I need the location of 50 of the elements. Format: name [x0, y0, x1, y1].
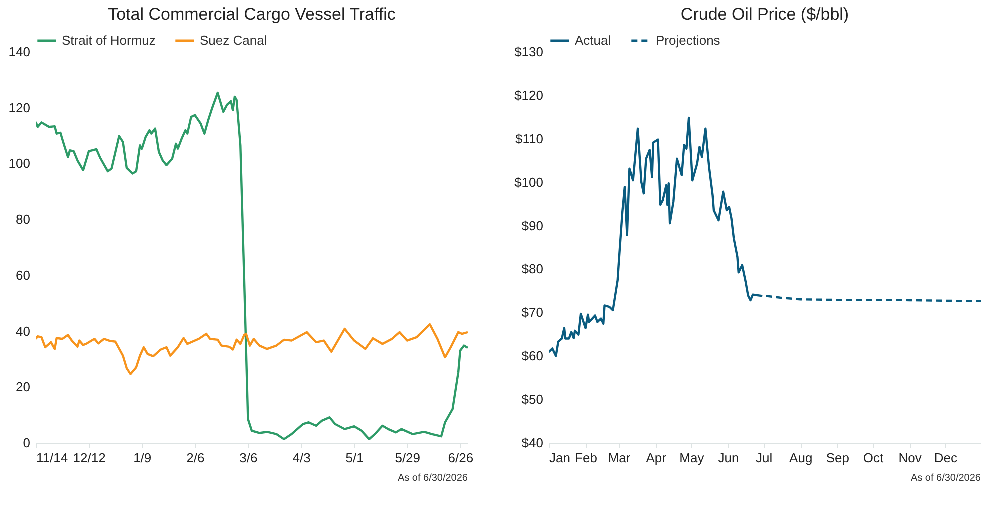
- x-tick-label: 6/26: [448, 450, 474, 466]
- x-tick-label: Mar: [608, 450, 632, 466]
- x-tick-label: Dec: [934, 450, 958, 466]
- y-tick-label: $130: [514, 44, 544, 60]
- line-series: [36, 92, 468, 440]
- chart-title: Crude Oil Price ($/bbl): [680, 5, 850, 24]
- line-series: [549, 116, 764, 358]
- x-tick-label: Sep: [826, 450, 850, 466]
- x-tick-label: 4/3: [292, 450, 311, 466]
- y-tick-label: $100: [514, 174, 544, 190]
- y-tick-label: 60: [16, 268, 30, 283]
- x-tick-label: 1/9: [134, 450, 152, 466]
- x-tick-label: Apr: [646, 450, 668, 466]
- legend-label: Projections: [656, 33, 721, 48]
- y-tick-label: 80: [16, 212, 30, 228]
- x-tick-label: Aug: [790, 450, 813, 466]
- text: As of 6/30/2026: [398, 473, 468, 484]
- y-tick-label: $60: [522, 348, 544, 364]
- x-tick-label: 5/29: [395, 450, 421, 466]
- y-tick-label: $110: [516, 131, 544, 146]
- y-tick-label: $80: [522, 262, 544, 277]
- x-tick-label: Jan: [550, 450, 570, 466]
- y-tick-label: 40: [16, 324, 30, 339]
- x-tick-label: Oct: [863, 450, 884, 466]
- y-tick-label: 100: [8, 156, 30, 172]
- x-tick-label: 12/12: [73, 450, 106, 466]
- y-tick-label: 120: [8, 100, 30, 116]
- chart-title: Total Commercial Cargo Vessel Traffic: [108, 5, 396, 24]
- legend-label: Strait of Hormuz: [62, 33, 156, 48]
- x-tick-label: 3/6: [240, 450, 258, 466]
- x-tick-label: Jun: [718, 450, 740, 466]
- x-tick-label: May: [680, 450, 705, 466]
- y-tick-label: $50: [522, 392, 544, 408]
- y-tick-label: 140: [8, 44, 30, 60]
- x-tick-label: 2/6: [186, 450, 205, 466]
- x-tick-label: Feb: [575, 450, 598, 466]
- text: As of 6/30/2026: [910, 473, 982, 484]
- y-tick-label: 20: [16, 380, 30, 395]
- y-tick-label: $120: [514, 88, 544, 103]
- y-tick-label: 0: [23, 436, 30, 450]
- x-tick-label: 11/14: [36, 450, 68, 466]
- y-tick-label: $90: [522, 218, 544, 234]
- x-tick-label: 5/1: [346, 450, 364, 466]
- legend-label: Actual: [575, 33, 612, 48]
- y-tick-label: $70: [522, 305, 544, 320]
- y-tick-label: $40: [522, 436, 544, 450]
- x-tick-label: Jul: [756, 450, 773, 466]
- x-tick-label: Nov: [898, 450, 922, 466]
- line-series: [36, 323, 468, 376]
- legend-label: Suez Canal: [200, 33, 268, 48]
